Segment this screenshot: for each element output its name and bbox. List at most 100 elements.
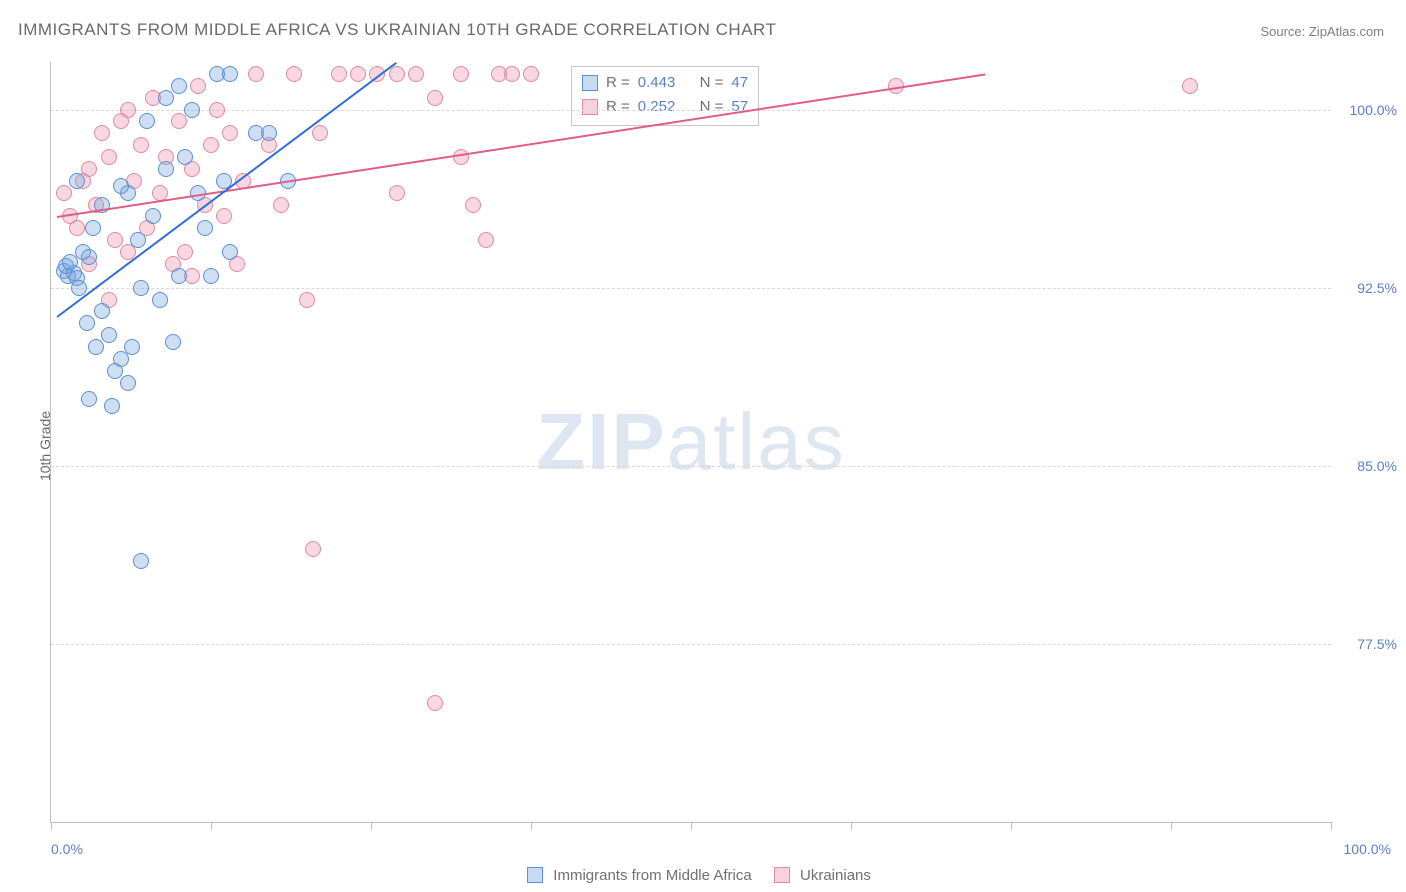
data-point: [133, 280, 149, 296]
watermark-light: atlas: [667, 397, 846, 486]
data-point: [222, 244, 238, 260]
r-label: R =: [606, 71, 630, 95]
data-point: [177, 149, 193, 165]
data-point: [85, 220, 101, 236]
chart-title: IMMIGRANTS FROM MIDDLE AFRICA VS UKRAINI…: [18, 20, 776, 40]
data-point: [171, 113, 187, 129]
data-point: [350, 66, 366, 82]
legend-label-b: Ukrainians: [800, 867, 871, 884]
x-tick: [371, 822, 372, 830]
data-point: [130, 232, 146, 248]
n-label: N =: [700, 71, 724, 95]
data-point: [184, 102, 200, 118]
x-tick: [1331, 822, 1332, 830]
r-label: R =: [606, 95, 630, 119]
data-point: [312, 125, 328, 141]
gridline: [51, 644, 1331, 645]
data-point: [171, 268, 187, 284]
data-point: [120, 102, 136, 118]
legend-label-a: Immigrants from Middle Africa: [553, 867, 751, 884]
data-point: [523, 66, 539, 82]
data-point: [133, 553, 149, 569]
data-point: [197, 220, 213, 236]
data-point: [331, 66, 347, 82]
data-point: [133, 137, 149, 153]
data-point: [139, 113, 155, 129]
data-point: [56, 185, 72, 201]
data-point: [158, 161, 174, 177]
x-tick-label: 100.0%: [1344, 841, 1391, 857]
plot-area: ZIPatlas R = 0.443 N = 47 R = 0.252 N = …: [50, 62, 1331, 823]
data-point: [222, 66, 238, 82]
data-point: [209, 102, 225, 118]
data-point: [427, 90, 443, 106]
data-point: [190, 78, 206, 94]
data-point: [453, 66, 469, 82]
r-value-a: 0.443: [638, 71, 676, 95]
r-value-b: 0.252: [638, 95, 676, 119]
data-point: [1182, 78, 1198, 94]
data-point: [299, 292, 315, 308]
n-value-b: 57: [731, 95, 748, 119]
data-point: [69, 220, 85, 236]
data-point: [69, 173, 85, 189]
stat-row-a: R = 0.443 N = 47: [582, 71, 748, 95]
x-tick: [211, 822, 212, 830]
data-point: [216, 208, 232, 224]
data-point: [177, 244, 193, 260]
data-point: [286, 66, 302, 82]
x-tick: [1171, 822, 1172, 830]
data-point: [81, 391, 97, 407]
source-label: Source: ZipAtlas.com: [1260, 24, 1384, 39]
swatch-a-icon: [582, 75, 598, 91]
data-point: [101, 327, 117, 343]
watermark: ZIPatlas: [536, 396, 845, 488]
bottom-legend: Immigrants from Middle Africa Ukrainians: [50, 867, 1330, 884]
data-point: [107, 232, 123, 248]
data-point: [389, 66, 405, 82]
data-point: [94, 303, 110, 319]
data-point: [203, 137, 219, 153]
data-point: [203, 268, 219, 284]
trend-line: [57, 62, 397, 318]
data-point: [88, 339, 104, 355]
data-point: [389, 185, 405, 201]
x-tick: [851, 822, 852, 830]
data-point: [248, 66, 264, 82]
data-point: [465, 197, 481, 213]
data-point: [478, 232, 494, 248]
data-point: [120, 375, 136, 391]
data-point: [94, 125, 110, 141]
x-tick: [1011, 822, 1012, 830]
y-tick-label: 100.0%: [1337, 102, 1397, 118]
data-point: [504, 66, 520, 82]
data-point: [427, 695, 443, 711]
data-point: [222, 125, 238, 141]
y-tick-label: 77.5%: [1337, 636, 1397, 652]
n-value-a: 47: [731, 71, 748, 95]
x-tick: [51, 822, 52, 830]
y-tick-label: 92.5%: [1337, 280, 1397, 296]
data-point: [104, 398, 120, 414]
data-point: [165, 334, 181, 350]
data-point: [81, 161, 97, 177]
data-point: [305, 541, 321, 557]
gridline: [51, 110, 1331, 111]
data-point: [101, 149, 117, 165]
data-point: [158, 90, 174, 106]
gridline: [51, 466, 1331, 467]
y-tick-label: 85.0%: [1337, 458, 1397, 474]
data-point: [171, 78, 187, 94]
data-point: [453, 149, 469, 165]
data-point: [145, 208, 161, 224]
x-tick: [531, 822, 532, 830]
watermark-bold: ZIP: [536, 397, 666, 486]
swatch-b-icon: [582, 99, 598, 115]
data-point: [261, 125, 277, 141]
data-point: [152, 292, 168, 308]
x-tick: [691, 822, 692, 830]
data-point: [113, 178, 129, 194]
stats-box: R = 0.443 N = 47 R = 0.252 N = 57: [571, 66, 759, 126]
data-point: [124, 339, 140, 355]
gridline: [51, 288, 1331, 289]
